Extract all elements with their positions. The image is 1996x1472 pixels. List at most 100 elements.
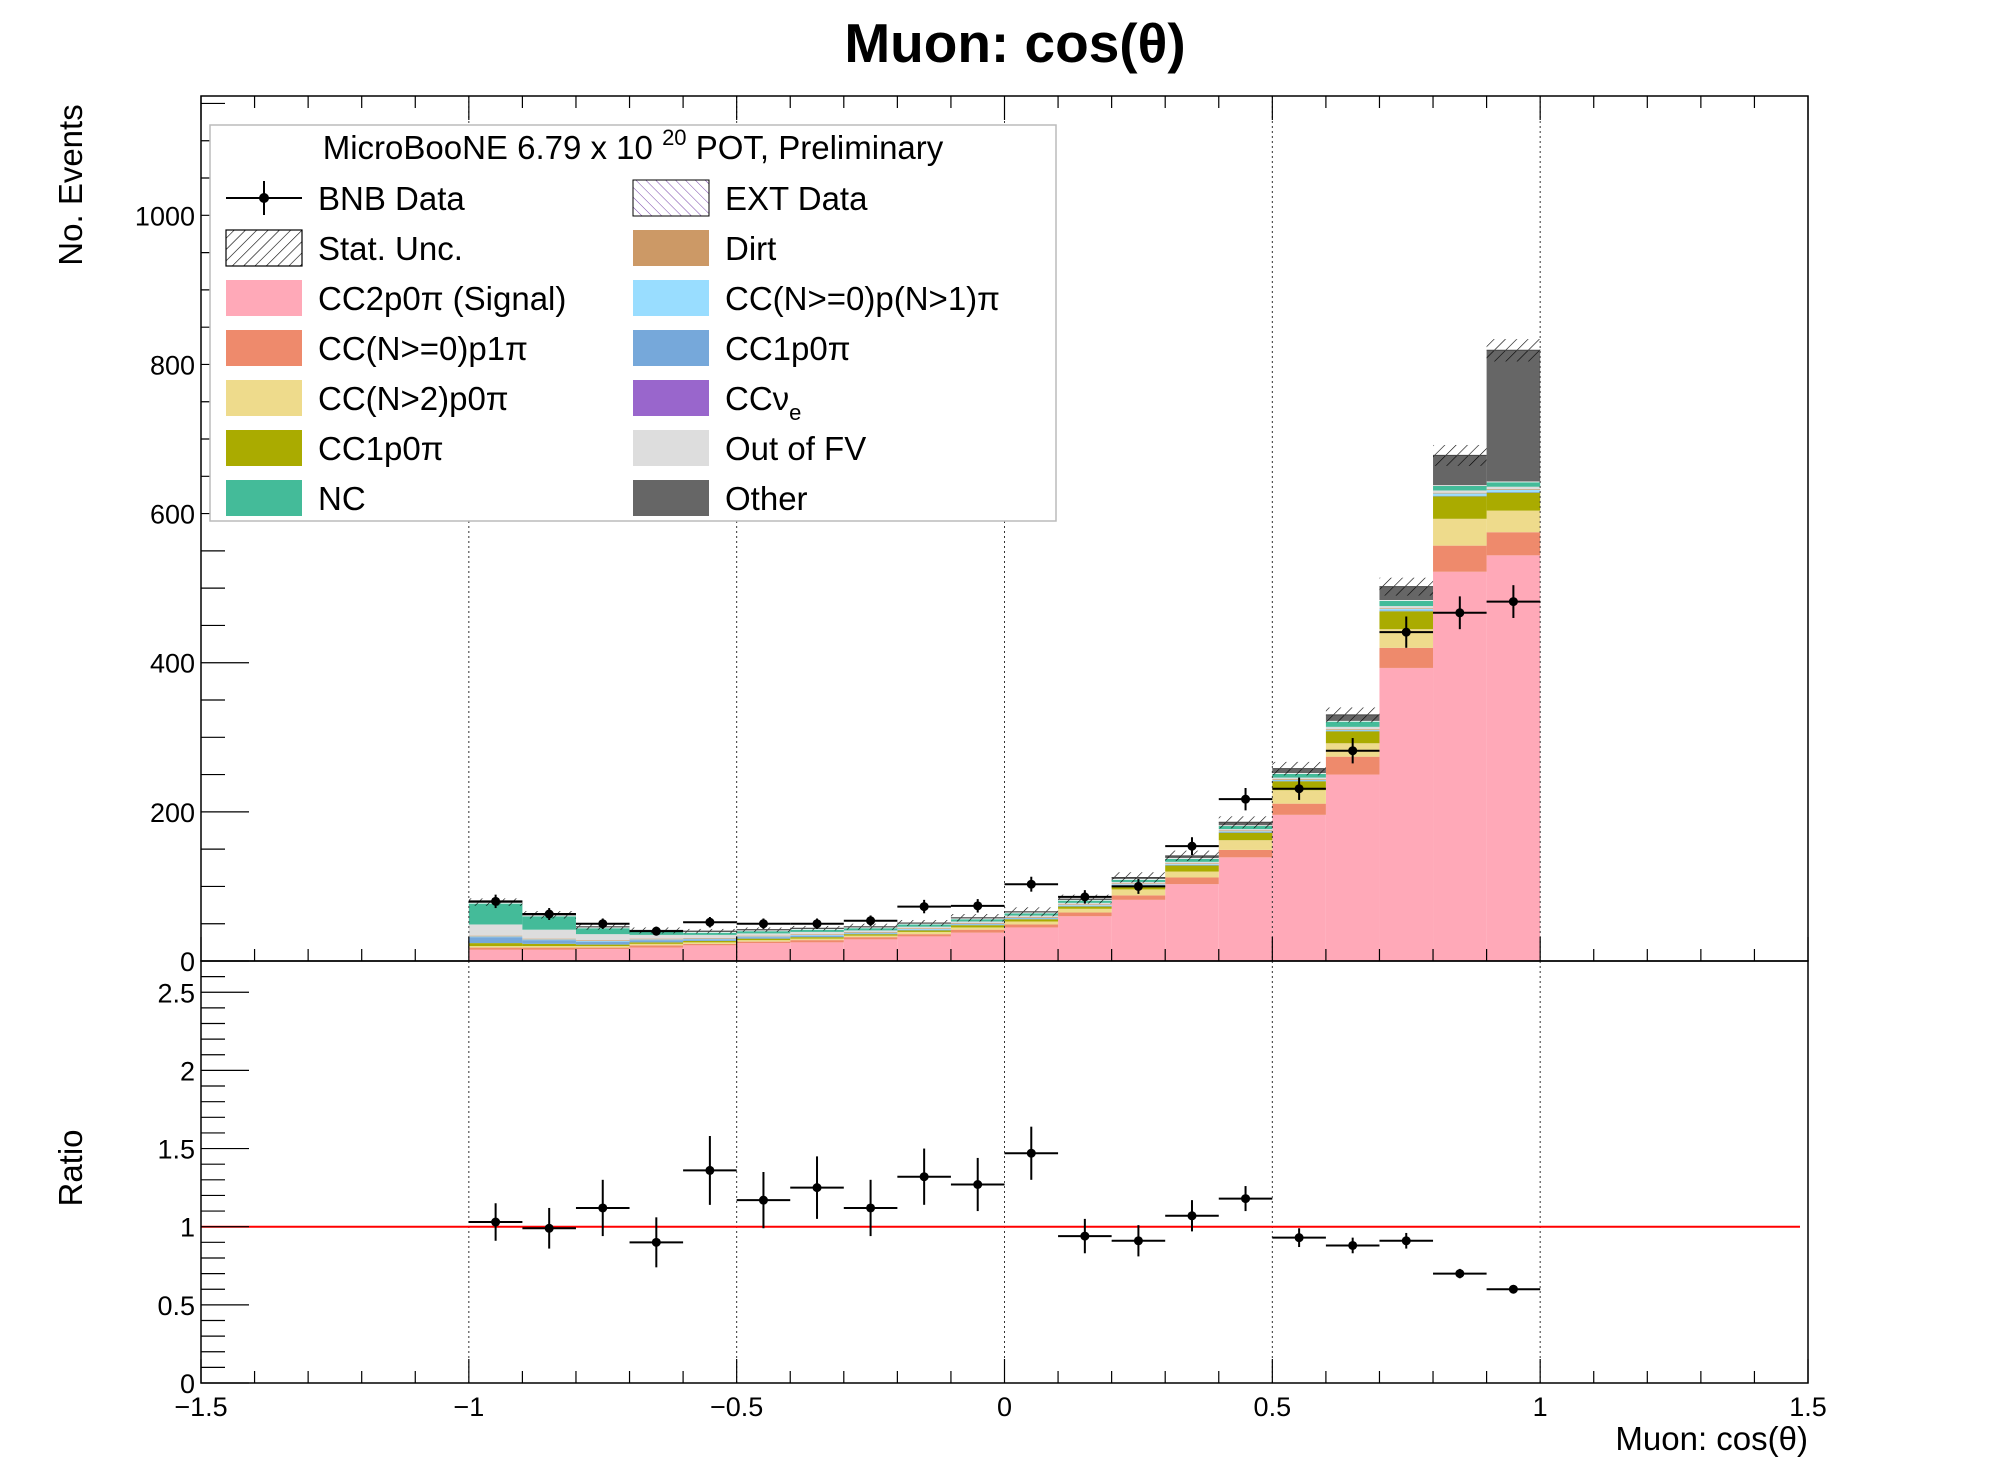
bar-0-9 <box>950 932 1005 961</box>
bar-7-10 <box>1004 917 1059 918</box>
ratio-point-12 <box>1133 1236 1143 1246</box>
y-tick-label-top: 600 <box>150 500 195 530</box>
legend-label: CC(N>2)p0π <box>318 380 509 417</box>
bar-0-17 <box>1379 667 1434 961</box>
bar-7-13 <box>1165 863 1219 865</box>
bar-1-8 <box>897 934 951 937</box>
legend-swatch-ext <box>632 179 710 217</box>
bar-8-19 <box>1486 486 1541 489</box>
y-tick-label-top: 400 <box>150 649 195 679</box>
data-point-2 <box>598 919 608 929</box>
bar-7-3 <box>629 938 684 940</box>
data-point-14 <box>1241 794 1251 804</box>
bar-3-6 <box>790 937 844 939</box>
bar-2-1 <box>522 946 576 948</box>
bar-2-9 <box>950 927 1005 930</box>
bar-2-14 <box>1218 840 1273 850</box>
bar-8-5 <box>736 933 791 936</box>
legend-swatch <box>226 330 302 366</box>
bar-4-13 <box>1165 864 1219 866</box>
ratio-panel: −1.5 −1 −0.5 0 0.5 1 1.5 0 0.5 1 1.5 2 2.5 <box>157 960 1827 1422</box>
bar-1-0 <box>468 947 523 950</box>
bar-1-7 <box>843 937 898 940</box>
bar-1-17 <box>1379 647 1434 668</box>
bar-8-18 <box>1433 490 1487 493</box>
bar-8-2 <box>575 934 630 941</box>
bar-9-19 <box>1486 482 1541 487</box>
bar-11-19 <box>1486 350 1541 482</box>
bar-9-6 <box>790 929 844 932</box>
bar-5-14 <box>1218 831 1273 832</box>
bar-4-2 <box>575 941 630 945</box>
bar-7-4 <box>683 937 737 939</box>
bar-7-1 <box>522 938 576 940</box>
data-point-9 <box>973 901 983 911</box>
bar-1-18 <box>1433 545 1487 572</box>
bar-3-16 <box>1325 731 1380 744</box>
legend-swatch <box>633 230 709 266</box>
legend-swatch <box>633 430 709 466</box>
ratio-point-16 <box>1348 1240 1358 1250</box>
bar-8-0 <box>468 924 523 936</box>
bar-5-4 <box>683 938 737 940</box>
bar-2-10 <box>1004 921 1059 925</box>
bar-5-11 <box>1058 905 1112 906</box>
bar-2-13 <box>1165 871 1219 878</box>
bar-10-19 <box>1486 481 1541 483</box>
legend: MicroBooNE 6.79 x 10 20 POT, Preliminary… <box>209 124 1057 522</box>
x-tick-label: 1.5 <box>1789 1392 1827 1422</box>
bar-0-2 <box>575 949 630 961</box>
bar-2-6 <box>790 938 844 941</box>
ratio-point-3 <box>651 1237 661 1247</box>
bar-9-0 <box>468 903 523 925</box>
bar-2-7 <box>843 935 898 938</box>
legend-label: NC <box>318 480 366 517</box>
bar-0-15 <box>1272 814 1326 961</box>
legend-swatch <box>226 280 302 316</box>
bar-4-17 <box>1379 610 1434 612</box>
bar-5-7 <box>843 932 898 934</box>
bar-0-10 <box>1004 927 1059 961</box>
data-point-19 <box>1508 597 1518 607</box>
bar-1-15 <box>1272 803 1326 815</box>
legend-label: CC1p0π <box>725 330 851 367</box>
bar-4-6 <box>790 935 844 938</box>
bar-5-0 <box>468 936 523 938</box>
bar-3-14 <box>1218 832 1273 841</box>
bar-3-11 <box>1058 906 1112 909</box>
legend-label: Out of FV <box>725 430 866 467</box>
ratio-point-7 <box>866 1203 876 1213</box>
bar-9-1 <box>522 916 576 930</box>
bar-4-3 <box>629 940 684 943</box>
ratio-point-5 <box>758 1195 768 1205</box>
bar-2-11 <box>1058 908 1112 913</box>
bar-9-16 <box>1325 721 1380 727</box>
legend-label: Stat. Unc. <box>318 230 463 267</box>
bar-1-10 <box>1004 924 1059 928</box>
bar-4-19 <box>1486 491 1541 493</box>
bar-5-13 <box>1165 864 1219 865</box>
bar-3-10 <box>1004 919 1059 922</box>
bar-4-18 <box>1433 495 1487 497</box>
bar-7-18 <box>1433 492 1487 494</box>
bar-7-6 <box>790 934 844 935</box>
bar-1-19 <box>1486 532 1541 556</box>
bar-0-1 <box>522 949 576 961</box>
bar-3-13 <box>1165 865 1219 872</box>
legend-swatch <box>226 430 302 466</box>
data-point-5 <box>758 919 768 929</box>
bar-0-5 <box>736 943 791 961</box>
bar-5-2 <box>575 940 630 942</box>
ratio-point-14 <box>1241 1194 1251 1204</box>
bar-4-7 <box>843 933 898 935</box>
bar-4-14 <box>1218 831 1273 833</box>
bar-9-18 <box>1433 485 1487 491</box>
y-axis-label-bottom: Ratio <box>52 1129 89 1206</box>
bar-5-1 <box>522 939 576 941</box>
y-tick-label-top: 0 <box>180 947 195 977</box>
ratio-point-10 <box>1026 1148 1036 1158</box>
bar-9-15 <box>1272 773 1326 778</box>
bar-1-2 <box>575 947 630 950</box>
bar-3-8 <box>897 930 951 932</box>
bar-8-16 <box>1325 726 1380 730</box>
